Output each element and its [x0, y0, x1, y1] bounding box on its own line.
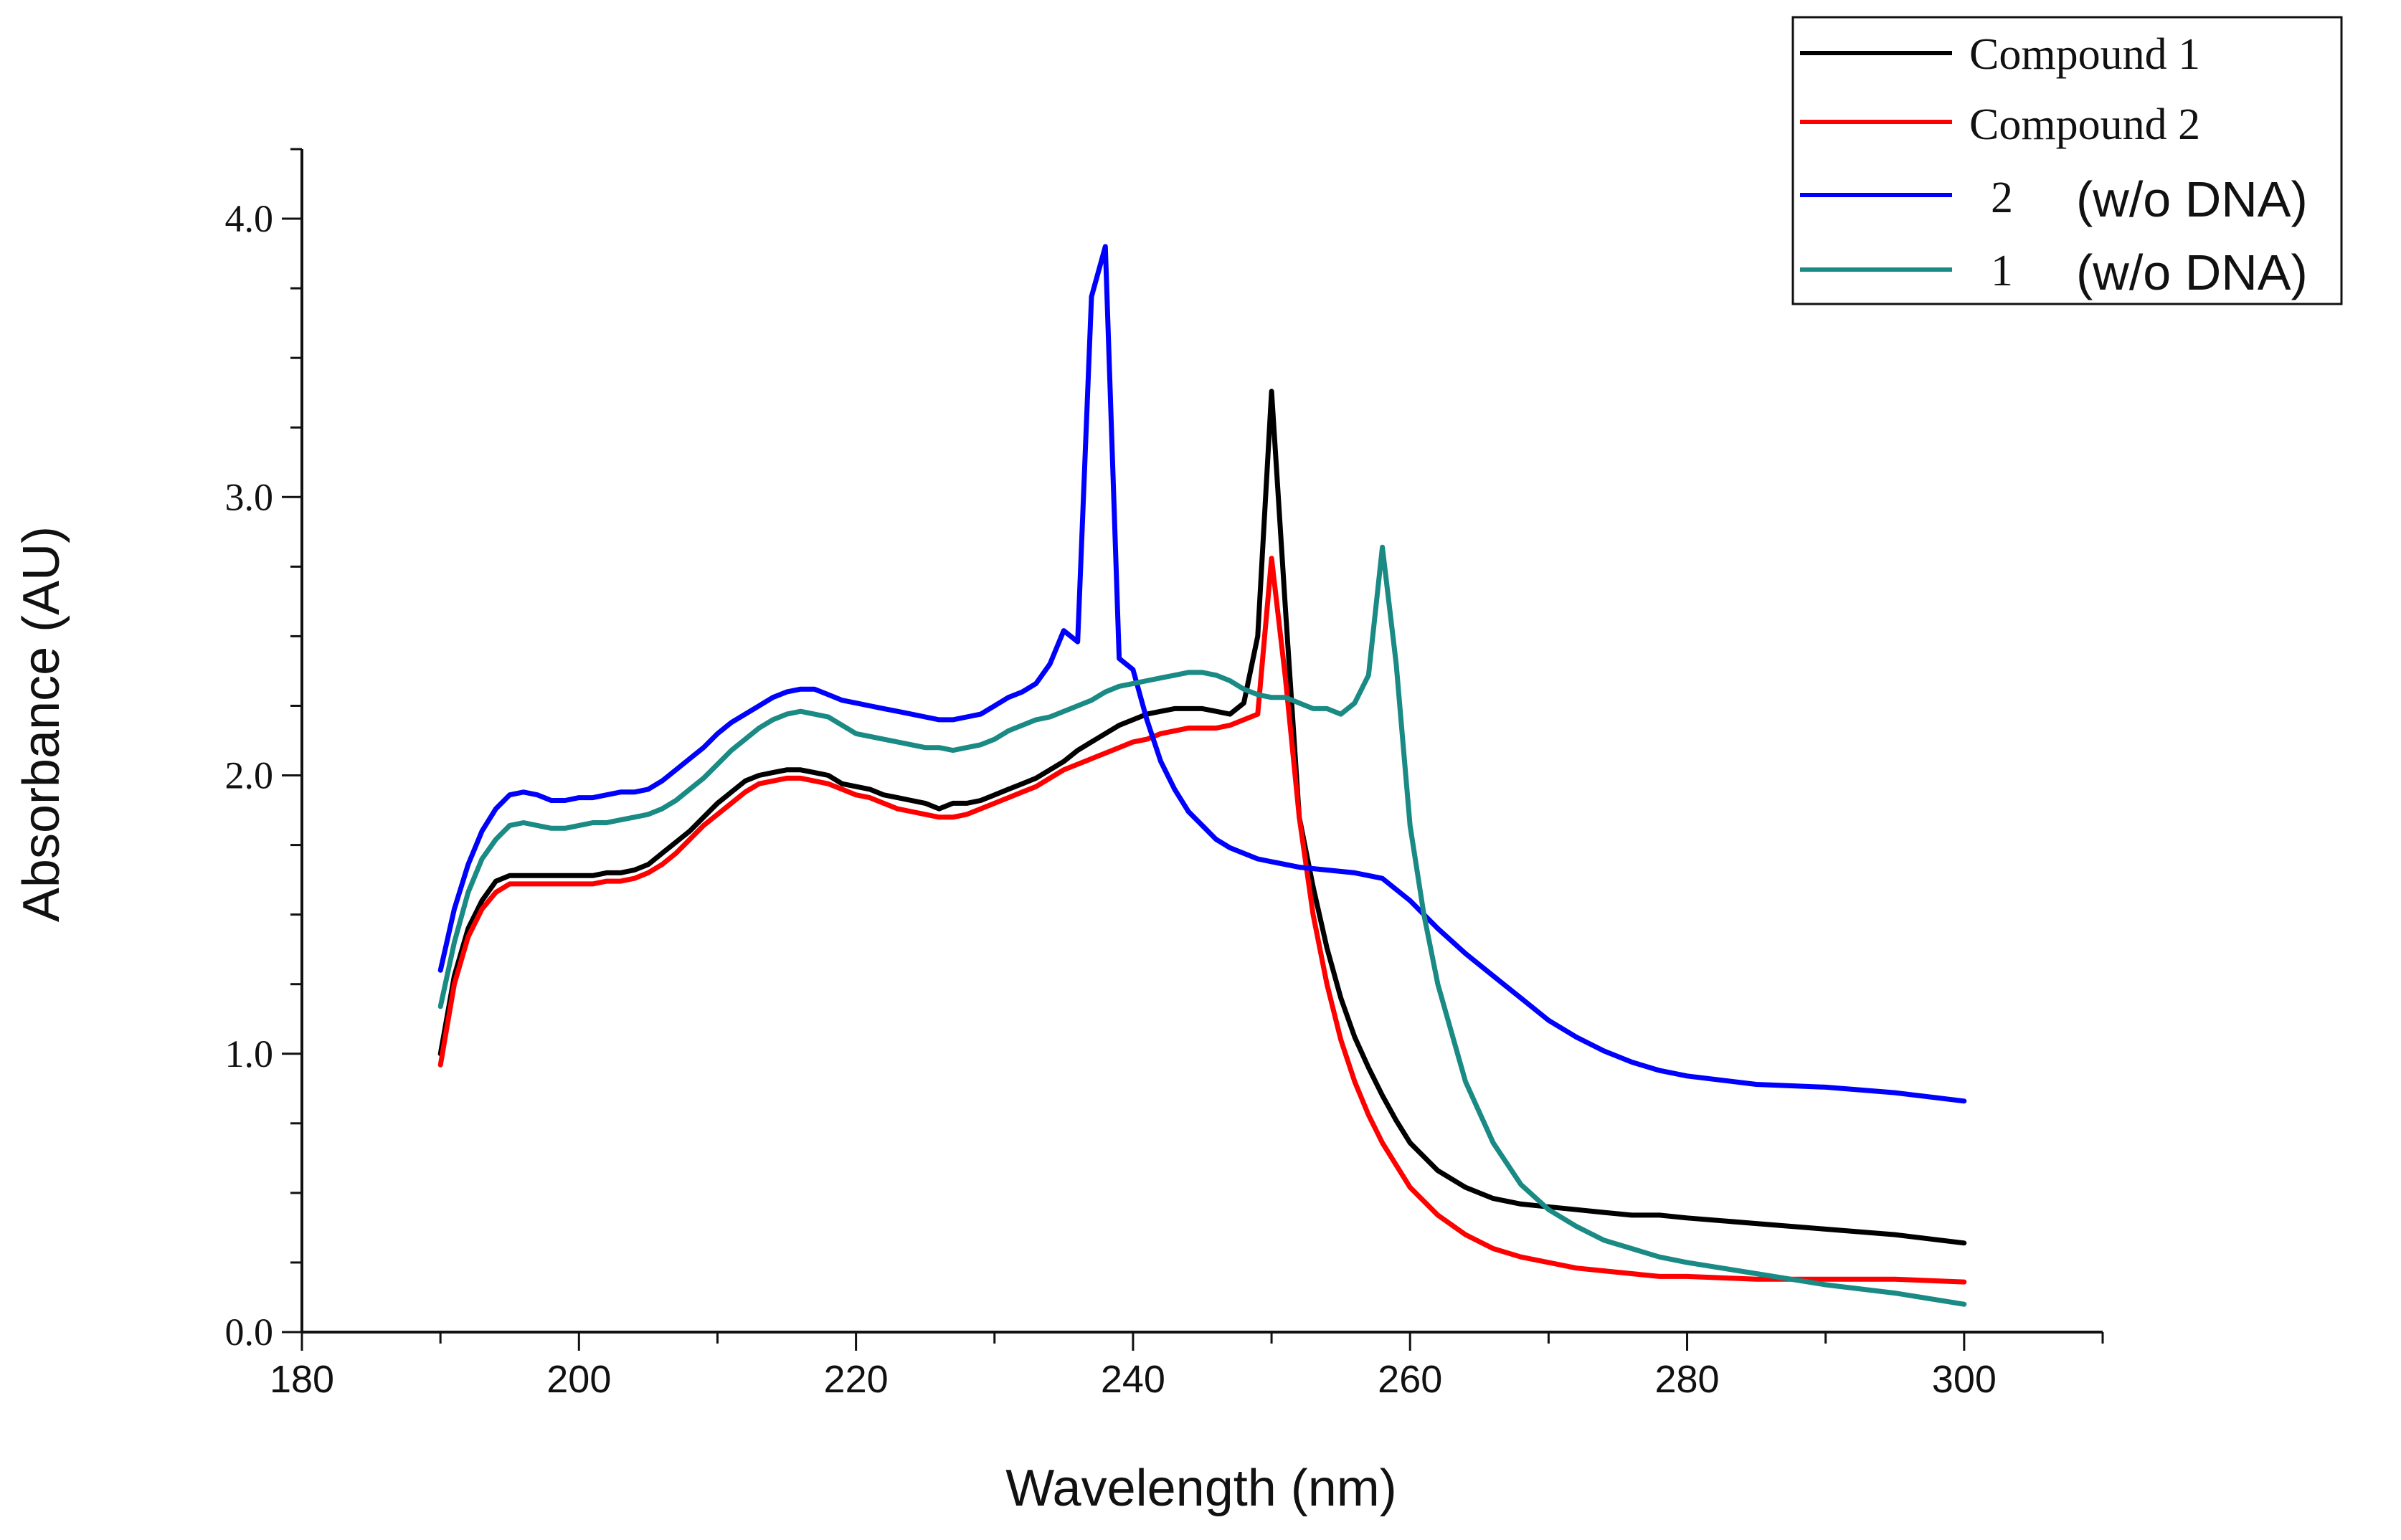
y-tick-label: 0.0	[225, 1311, 274, 1354]
x-tick-label: 200	[546, 1358, 611, 1401]
series-line-w1	[437, 544, 1967, 1307]
x-axis-title: Wavelength (nm)	[1005, 1460, 1397, 1517]
legend: Compound 1 Compound 2 2 (w/o DNA) 1 (w/o…	[1791, 16, 2343, 305]
series-line-compound1	[437, 389, 1967, 1246]
y-tick-label: 3.0	[225, 475, 274, 518]
x-tick-label: 220	[824, 1358, 889, 1401]
x-tick-label: 280	[1654, 1358, 1719, 1401]
legend-label-w1-number: 1	[1991, 247, 2013, 295]
legend-label-compound2: Compound 2	[1969, 100, 2200, 149]
legend-label-compound1: Compound 1	[1969, 30, 2200, 79]
series-line-w2	[437, 244, 1967, 1104]
y-axis-title: Absorbance (AU)	[13, 526, 70, 922]
y-tick-label: 1.0	[225, 1032, 274, 1075]
series-layer	[437, 244, 1967, 1307]
x-tick-label: 300	[1932, 1358, 1997, 1401]
legend-label-w2-number: 2	[1991, 174, 2013, 222]
y-tick-label: 4.0	[225, 197, 274, 240]
legend-label-w2-suffix: (w/o DNA)	[2076, 171, 2308, 227]
legend-label-w1-suffix: (w/o DNA)	[2076, 244, 2308, 300]
y-tick-label: 2.0	[225, 754, 274, 797]
x-tick-label: 260	[1378, 1358, 1442, 1401]
axes: 0.0 1.0 2.0 3.0 4.0 180 200 220 240 260 280 300	[225, 148, 2104, 1401]
x-tick-label: 180	[270, 1358, 334, 1401]
legend-box	[1791, 16, 2343, 305]
x-tick-label: 240	[1101, 1358, 1165, 1401]
series-line-compound2	[437, 556, 1967, 1285]
